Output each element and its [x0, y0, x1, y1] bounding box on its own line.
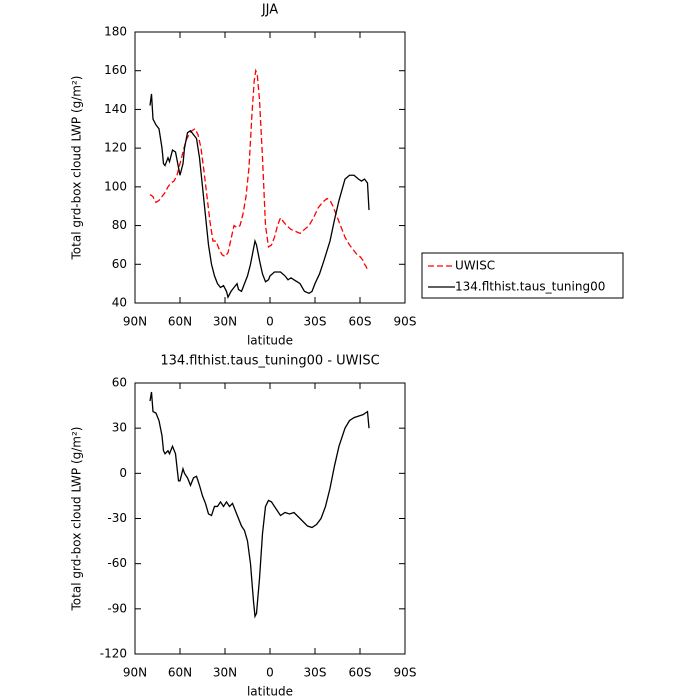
x-tick-label: 0 [266, 666, 274, 680]
x-tick-label: 60S [349, 315, 372, 329]
y-tick-label: -90 [107, 601, 127, 615]
y-tick-label: 60 [112, 376, 127, 390]
y-tick-label: 100 [104, 179, 127, 193]
legend-label: UWISC [455, 259, 495, 273]
x-tick-label: 30S [304, 666, 327, 680]
y-tick-label: 180 [104, 25, 127, 39]
y-tick-label: 160 [104, 63, 127, 77]
plot-frame [134, 31, 406, 304]
data-line [149, 68, 369, 271]
x-axis-label: latitude [247, 685, 293, 699]
y-tick-label: -120 [100, 647, 127, 661]
x-tick-label: 90S [394, 666, 417, 680]
plot-frame [134, 382, 406, 655]
x-tick-label: 30N [213, 666, 237, 680]
x-tick-label: 90N [123, 666, 147, 680]
y-tick-label: -60 [107, 556, 127, 570]
x-tick-label: 30N [213, 315, 237, 329]
x-tick-label: 0 [266, 315, 274, 329]
x-tick-label: 90N [123, 315, 147, 329]
x-axis-label: latitude [247, 334, 293, 348]
legend-box [421, 252, 624, 299]
data-line [149, 93, 370, 299]
y-tick-label: -30 [107, 511, 127, 525]
chart-title: JJA [261, 3, 278, 18]
legend-label: 134.flthist.taus_tuning00 [455, 280, 605, 294]
y-tick-label: 30 [112, 421, 127, 435]
y-tick-label: 60 [112, 257, 127, 271]
data-line [149, 391, 370, 619]
x-tick-label: 60N [168, 666, 192, 680]
y-axis-label: Total grd-box cloud LWP (g/m²) [70, 76, 84, 261]
y-tick-label: 120 [104, 141, 127, 155]
x-tick-label: 30S [304, 315, 327, 329]
x-tick-label: 60N [168, 315, 192, 329]
y-tick-label: 40 [112, 296, 127, 310]
y-tick-label: 0 [119, 466, 127, 480]
x-tick-label: 90S [394, 315, 417, 329]
y-tick-label: 140 [104, 102, 127, 116]
chart-title: 134.flthist.taus_tuning00 - UWISC [160, 354, 379, 369]
y-tick-label: 80 [112, 218, 127, 232]
x-tick-label: 60S [349, 666, 372, 680]
y-axis-label: Total grd-box cloud LWP (g/m²) [70, 427, 84, 612]
